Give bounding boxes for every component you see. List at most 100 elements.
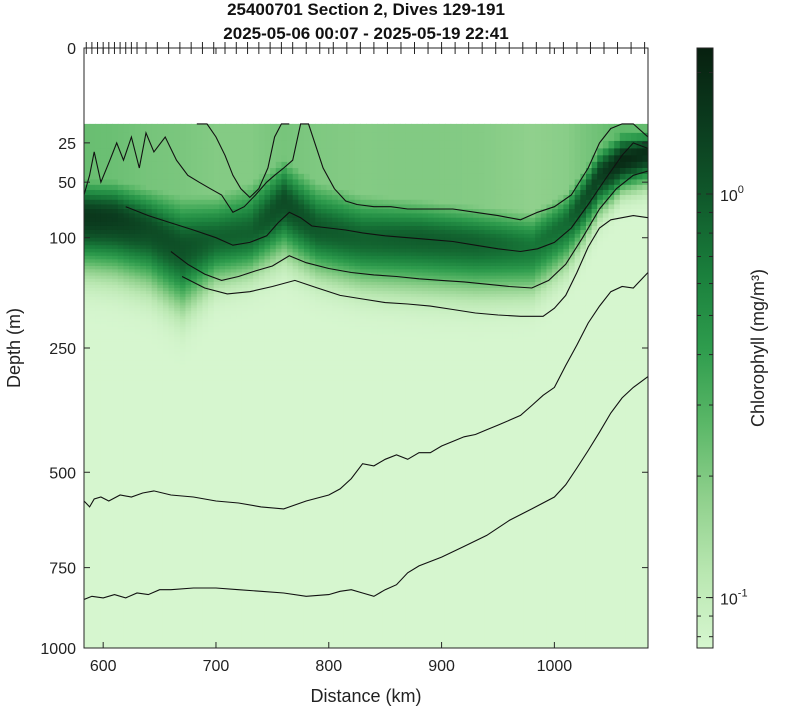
heatmap-cell bbox=[219, 358, 226, 362]
heatmap-cell bbox=[84, 305, 91, 309]
heatmap-cell bbox=[349, 296, 356, 301]
heatmap-cell bbox=[162, 365, 170, 369]
heatmap-cell bbox=[433, 319, 440, 323]
heatmap-cell bbox=[394, 337, 401, 341]
heatmap-cell bbox=[123, 290, 130, 295]
heatmap-cell bbox=[360, 356, 367, 360]
heatmap-cell bbox=[117, 319, 125, 323]
heatmap-cell bbox=[84, 132, 91, 142]
heatmap-cell bbox=[202, 265, 209, 270]
heatmap-cell bbox=[287, 255, 294, 260]
heatmap-cell bbox=[281, 199, 288, 206]
heatmap-cell bbox=[433, 369, 440, 373]
heatmap-cell bbox=[157, 225, 164, 231]
heatmap-cell bbox=[196, 369, 204, 373]
heatmap-cell bbox=[264, 365, 271, 369]
heatmap-cell bbox=[106, 337, 113, 341]
heatmap-cell bbox=[241, 334, 249, 338]
heatmap-cell bbox=[134, 199, 141, 206]
heatmap-cell bbox=[275, 189, 282, 196]
heatmap-cell bbox=[349, 229, 356, 235]
heatmap-cell bbox=[151, 293, 158, 298]
heatmap-cell bbox=[309, 341, 316, 345]
heatmap-cell bbox=[366, 305, 373, 309]
heatmap-cell bbox=[140, 351, 147, 355]
heatmap-cell bbox=[168, 255, 175, 260]
heatmap-cell bbox=[337, 259, 345, 264]
heatmap-cell bbox=[428, 184, 435, 191]
heatmap-cell bbox=[439, 299, 446, 304]
heatmap-cell bbox=[337, 290, 345, 295]
heatmap-cell bbox=[326, 326, 333, 331]
heatmap-cell bbox=[428, 324, 435, 328]
heatmap-cell bbox=[275, 213, 282, 219]
heatmap-cell bbox=[320, 334, 328, 338]
heatmap-cell bbox=[89, 353, 96, 357]
heatmap-cell bbox=[326, 248, 333, 253]
heatmap-cell bbox=[411, 272, 418, 277]
heatmap-cell bbox=[343, 204, 350, 210]
heatmap-cell bbox=[140, 245, 147, 250]
heatmap-cell bbox=[275, 217, 282, 223]
heatmap-cell bbox=[100, 284, 108, 289]
heatmap-cell bbox=[106, 387, 113, 648]
heatmap-cell bbox=[439, 225, 446, 231]
heatmap-cell bbox=[162, 334, 170, 338]
heatmap-cell bbox=[428, 358, 435, 362]
heatmap-cell bbox=[394, 344, 401, 348]
heatmap-cell bbox=[106, 248, 113, 253]
heatmap-cell bbox=[185, 237, 192, 243]
heatmap-cell bbox=[343, 302, 350, 306]
heatmap-cell bbox=[236, 305, 243, 309]
heatmap-cell bbox=[428, 288, 435, 292]
heatmap-cell bbox=[106, 140, 113, 149]
heatmap-cell bbox=[89, 161, 96, 169]
heatmap-cell bbox=[320, 168, 328, 175]
heatmap-cell bbox=[162, 374, 170, 378]
heatmap-cell bbox=[106, 284, 113, 289]
heatmap-cell bbox=[151, 346, 158, 350]
heatmap-cell bbox=[354, 189, 361, 196]
heatmap-cell bbox=[179, 140, 187, 149]
heatmap-cell bbox=[95, 376, 102, 380]
heatmap-cell bbox=[270, 288, 277, 292]
heatmap-cell bbox=[326, 161, 333, 169]
heatmap-cell bbox=[185, 179, 192, 186]
heatmap-cell bbox=[309, 319, 316, 323]
heatmap-cell bbox=[241, 184, 249, 191]
heatmap-cell bbox=[275, 358, 282, 362]
heatmap-cell bbox=[343, 237, 350, 243]
heatmap-cell bbox=[253, 225, 260, 231]
heatmap-cell bbox=[253, 385, 260, 389]
heatmap-cell bbox=[433, 265, 440, 270]
heatmap-cell bbox=[100, 351, 108, 355]
heatmap-cell bbox=[253, 272, 260, 277]
heatmap-cell bbox=[123, 173, 130, 181]
heatmap-cell bbox=[258, 329, 266, 333]
heatmap-cell bbox=[168, 194, 175, 201]
heatmap-cell bbox=[422, 233, 429, 239]
heatmap-cell bbox=[388, 346, 395, 350]
heatmap-cell bbox=[157, 278, 164, 283]
heatmap-cell bbox=[162, 378, 170, 382]
heatmap-cell bbox=[315, 140, 322, 149]
heatmap-cell bbox=[230, 310, 237, 315]
heatmap-cell bbox=[405, 123, 412, 134]
heatmap-cell bbox=[185, 376, 192, 380]
heatmap-cell bbox=[174, 155, 181, 163]
heatmap-cell bbox=[196, 140, 204, 149]
heatmap-cell bbox=[433, 308, 440, 312]
heatmap-cell bbox=[281, 351, 288, 355]
heatmap-cell bbox=[394, 378, 401, 382]
heatmap-cell bbox=[117, 363, 125, 367]
heatmap-cell bbox=[405, 293, 412, 298]
heatmap-cell bbox=[343, 255, 350, 260]
heatmap-cell bbox=[270, 233, 277, 239]
heatmap-cell bbox=[100, 353, 108, 357]
heatmap-cell bbox=[388, 353, 395, 357]
heatmap-cell bbox=[315, 319, 322, 323]
heatmap-cell bbox=[405, 221, 412, 227]
heatmap-cell bbox=[303, 140, 311, 149]
heatmap-cell bbox=[394, 372, 401, 376]
heatmap-cell bbox=[84, 217, 91, 223]
